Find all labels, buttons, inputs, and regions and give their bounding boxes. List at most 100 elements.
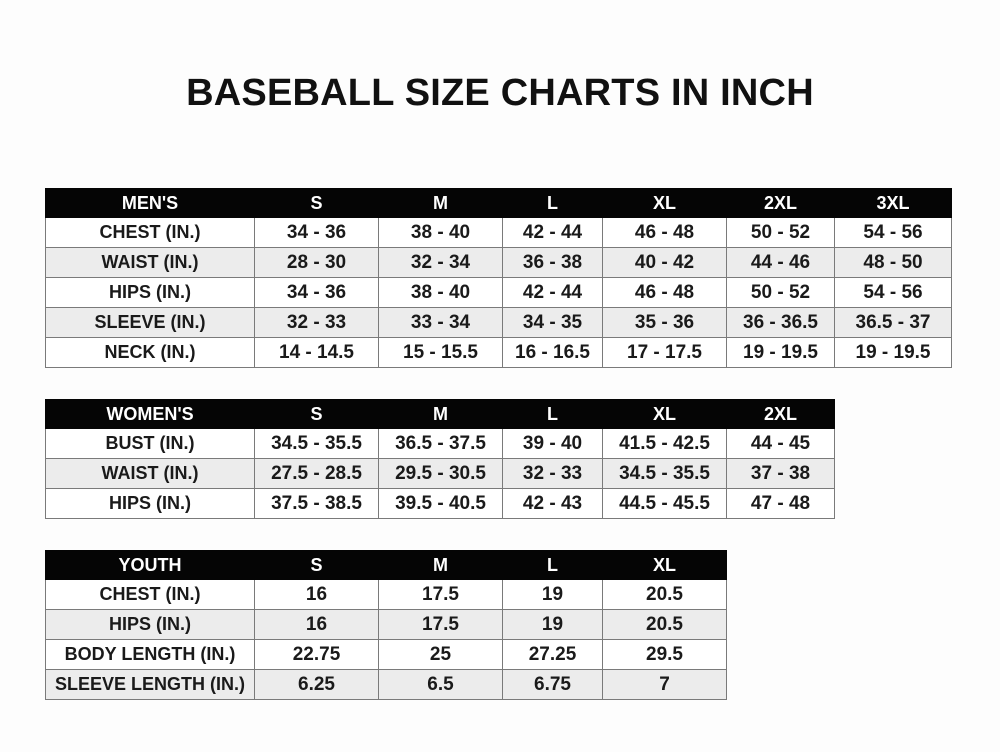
- measurement-label: CHEST (IN.): [45, 217, 255, 248]
- size-value: 32 - 33: [502, 458, 603, 489]
- measurement-label: WAIST (IN.): [45, 247, 255, 278]
- table-row: BODY LENGTH (IN.) 22.75 25 27.25 29.5: [45, 639, 727, 670]
- size-value: 42 - 44: [502, 217, 603, 248]
- size-value: 20.5: [602, 609, 727, 640]
- size-value: 34.5 - 35.5: [602, 458, 727, 489]
- measurement-label: NECK (IN.): [45, 337, 255, 368]
- size-value: 17 - 17.5: [602, 337, 727, 368]
- size-value: 39.5 - 40.5: [378, 488, 503, 519]
- measurement-label: SLEEVE (IN.): [45, 307, 255, 338]
- measurement-label: HIPS (IN.): [45, 609, 255, 640]
- size-value: 34.5 - 35.5: [254, 428, 379, 459]
- size-header: M: [378, 188, 503, 218]
- size-value: 27.5 - 28.5: [254, 458, 379, 489]
- size-header: M: [378, 550, 503, 580]
- men-header-row: MEN'S S M L XL 2XL 3XL: [45, 188, 952, 218]
- size-value: 42 - 44: [502, 277, 603, 308]
- size-value: 7: [602, 669, 727, 700]
- size-value: 19 - 19.5: [834, 337, 952, 368]
- women-header-row: WOMEN'S S M L XL 2XL: [45, 399, 835, 429]
- table-row: CHEST (IN.) 16 17.5 19 20.5: [45, 579, 727, 610]
- size-value: 32 - 33: [254, 307, 379, 338]
- table-row: HIPS (IN.) 34 - 36 38 - 40 42 - 44 46 - 48 50…: [45, 277, 952, 308]
- size-value: 34 - 35: [502, 307, 603, 338]
- size-value: 19: [502, 609, 603, 640]
- size-header: S: [254, 550, 379, 580]
- size-value: 27.25: [502, 639, 603, 670]
- size-value: 37 - 38: [726, 458, 835, 489]
- size-value: 46 - 48: [602, 277, 727, 308]
- measurement-label: BUST (IN.): [45, 428, 255, 459]
- size-value: 6.75: [502, 669, 603, 700]
- size-value: 48 - 50: [834, 247, 952, 278]
- size-value: 25: [378, 639, 503, 670]
- size-value: 14 - 14.5: [254, 337, 379, 368]
- youth-category-header: YOUTH: [45, 550, 255, 580]
- size-value: 17.5: [378, 579, 503, 610]
- size-value: 16: [254, 579, 379, 610]
- table-row: WAIST (IN.) 28 - 30 32 - 34 36 - 38 40 - 42 4…: [45, 247, 952, 278]
- size-value: 44 - 45: [726, 428, 835, 459]
- size-header: L: [502, 550, 603, 580]
- size-value: 36 - 36.5: [726, 307, 835, 338]
- table-row: SLEEVE LENGTH (IN.) 6.25 6.5 6.75 7: [45, 669, 727, 700]
- size-header: XL: [602, 550, 727, 580]
- size-value: 50 - 52: [726, 217, 835, 248]
- size-value: 40 - 42: [602, 247, 727, 278]
- table-row: CHEST (IN.) 34 - 36 38 - 40 42 - 44 46 - 48 5…: [45, 217, 952, 248]
- size-value: 36 - 38: [502, 247, 603, 278]
- table-row: HIPS (IN.) 16 17.5 19 20.5: [45, 609, 727, 640]
- size-value: 46 - 48: [602, 217, 727, 248]
- measurement-label: HIPS (IN.): [45, 488, 255, 519]
- size-value: 38 - 40: [378, 217, 503, 248]
- table-row: BUST (IN.) 34.5 - 35.5 36.5 - 37.5 39 - 40 4…: [45, 428, 835, 459]
- size-value: 47 - 48: [726, 488, 835, 519]
- page-title: BASEBALL SIZE CHARTS IN INCH: [186, 72, 814, 114]
- size-value: 32 - 34: [378, 247, 503, 278]
- size-value: 42 - 43: [502, 488, 603, 519]
- size-value: 54 - 56: [834, 277, 952, 308]
- size-value: 22.75: [254, 639, 379, 670]
- size-value: 38 - 40: [378, 277, 503, 308]
- youth-size-table: YOUTH S M L XL CHEST (IN.) 16 17.5 19 20.5 HIPS (I…: [45, 550, 727, 700]
- size-header: S: [254, 188, 379, 218]
- size-value: 41.5 - 42.5: [602, 428, 727, 459]
- size-value: 33 - 34: [378, 307, 503, 338]
- youth-header-row: YOUTH S M L XL: [45, 550, 727, 580]
- size-header: 2XL: [726, 399, 835, 429]
- women-category-header: WOMEN'S: [45, 399, 255, 429]
- table-row: NECK (IN.) 14 - 14.5 15 - 15.5 16 - 16.5 17 …: [45, 337, 952, 368]
- table-row: SLEEVE (IN.) 32 - 33 33 - 34 34 - 35 35 - 36…: [45, 307, 952, 338]
- size-value: 20.5: [602, 579, 727, 610]
- size-header: S: [254, 399, 379, 429]
- size-value: 34 - 36: [254, 217, 379, 248]
- size-header: XL: [602, 399, 727, 429]
- mens-size-table: MEN'S S M L XL 2XL 3XL CHEST (IN.) 34 - 36 38 - 4…: [45, 188, 952, 368]
- size-value: 17.5: [378, 609, 503, 640]
- measurement-label: WAIST (IN.): [45, 458, 255, 489]
- measurement-label: SLEEVE LENGTH (IN.): [45, 669, 255, 700]
- size-value: 16 - 16.5: [502, 337, 603, 368]
- measurement-label: BODY LENGTH (IN.): [45, 639, 255, 670]
- womens-size-table: WOMEN'S S M L XL 2XL BUST (IN.) 34.5 - 35.5 36.5…: [45, 399, 835, 519]
- size-value: 50 - 52: [726, 277, 835, 308]
- table-row: HIPS (IN.) 37.5 - 38.5 39.5 - 40.5 42 - 43 4…: [45, 488, 835, 519]
- size-value: 44 - 46: [726, 247, 835, 278]
- size-value: 16: [254, 609, 379, 640]
- size-header: L: [502, 399, 603, 429]
- size-value: 37.5 - 38.5: [254, 488, 379, 519]
- size-header: 2XL: [726, 188, 835, 218]
- men-category-header: MEN'S: [45, 188, 255, 218]
- size-value: 15 - 15.5: [378, 337, 503, 368]
- size-value: 36.5 - 37.5: [378, 428, 503, 459]
- measurement-label: CHEST (IN.): [45, 579, 255, 610]
- size-value: 19 - 19.5: [726, 337, 835, 368]
- table-row: WAIST (IN.) 27.5 - 28.5 29.5 - 30.5 32 - 33…: [45, 458, 835, 489]
- size-value: 39 - 40: [502, 428, 603, 459]
- size-value: 29.5: [602, 639, 727, 670]
- size-value: 28 - 30: [254, 247, 379, 278]
- size-value: 54 - 56: [834, 217, 952, 248]
- size-header: 3XL: [834, 188, 952, 218]
- measurement-label: HIPS (IN.): [45, 277, 255, 308]
- size-value: 6.5: [378, 669, 503, 700]
